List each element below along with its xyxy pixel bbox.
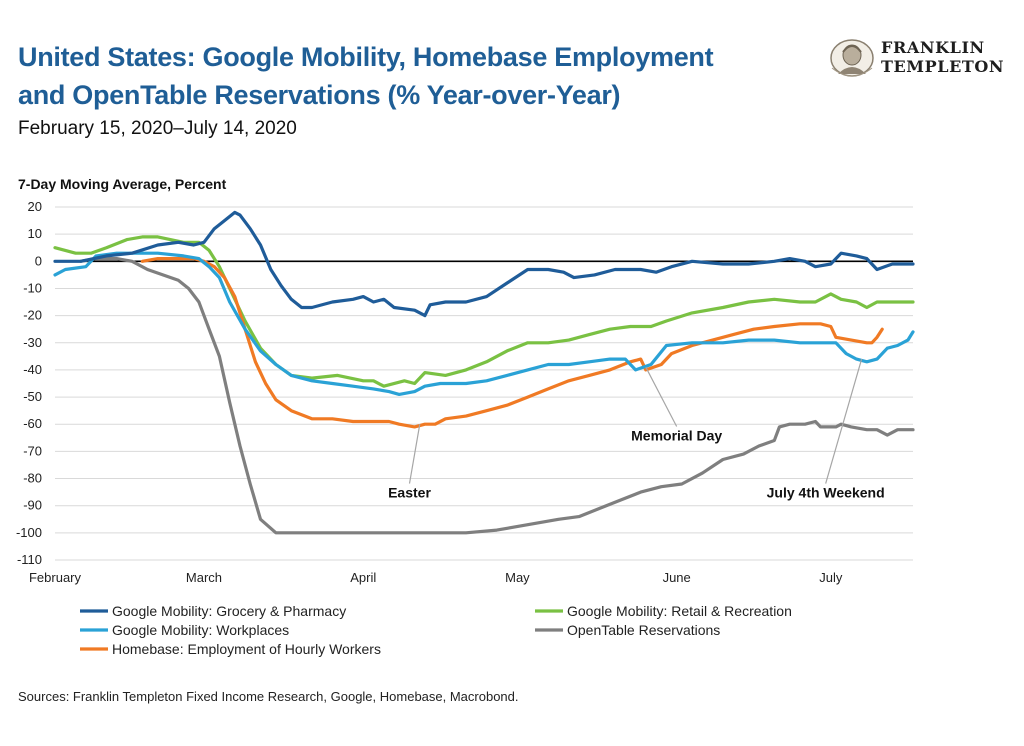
annotation-label: Easter [388,485,431,501]
annotation-leader [825,358,863,484]
y-tick-label: 0 [35,253,42,268]
y-tick-label: -100 [16,525,42,540]
series-line-google-mobility-workplaces [53,251,915,396]
x-tick-label: February [29,570,82,585]
franklin-templeton-logo: FRANKLIN TEMPLETON [829,38,1019,78]
annotation-label: July 4th Weekend [767,485,885,501]
legend-label: OpenTable Reservations [567,622,720,638]
title-line-1: United States: Google Mobility, Homebase… [18,42,714,72]
y-tick-label: -10 [23,280,42,295]
x-tick-label: May [505,570,530,585]
series-line-homebase-employment-of-hourly-workers [140,257,884,429]
title-line-2: and OpenTable Reservations (% Year-over-… [18,80,621,110]
logo-line-2: TEMPLETON [881,57,1005,76]
legend-label: Google Mobility: Workplaces [112,622,289,638]
x-axis-ticks: February March April May June July [29,570,843,585]
legend-label: Homebase: Employment of Hourly Workers [112,641,381,657]
y-tick-label: -30 [23,335,42,350]
legend-label: Google Mobility: Grocery & Pharmacy [112,603,346,619]
series-lines [53,210,915,535]
y-tick-label: -20 [23,308,42,323]
sources-note: Sources: Franklin Templeton Fixed Income… [18,689,519,704]
x-tick-label: April [350,570,376,585]
annotation-leader [645,366,678,427]
y-tick-label: -110 [17,552,42,567]
y-tick-label: 20 [28,199,42,214]
y-axis-label: 7-Day Moving Average, Percent [18,176,227,192]
logo-wordmark: FRANKLIN TEMPLETON [881,38,1004,76]
y-tick-label: -70 [23,443,42,458]
benjamin-franklin-portrait-icon [830,39,874,77]
legend-label: Google Mobility: Retail & Recreation [567,603,792,619]
legend: Google Mobility: Grocery & Pharmacy Googl… [80,603,792,657]
logo-line-1: FRANKLIN [881,38,985,57]
chart-subtitle: February 15, 2020–July 14, 2020 [18,118,297,139]
y-tick-label: -80 [23,471,42,486]
x-tick-label: March [186,570,222,585]
annotation-label: Memorial Day [631,428,722,444]
x-tick-label: June [663,570,691,585]
y-tick-label: -90 [23,498,42,513]
y-tick-label: 10 [28,226,42,241]
y-tick-label: -50 [23,389,42,404]
annotations: Easter Memorial Day July 4th Weekend [388,358,885,501]
series-line-google-mobility-grocery-pharmacy [53,210,915,318]
series-line-opentable-reservations [79,257,915,535]
y-axis-ticks: 20 10 0 -10 -20 -30 -40 -50 -60 -70 -80 -90 -100 -110 [16,199,42,567]
chart-title: United States: Google Mobility, Homebase… [18,38,798,114]
y-tick-label: -60 [23,416,42,431]
annotation-leader [408,424,421,484]
x-tick-label: July [819,570,843,585]
y-tick-label: -40 [23,362,42,377]
